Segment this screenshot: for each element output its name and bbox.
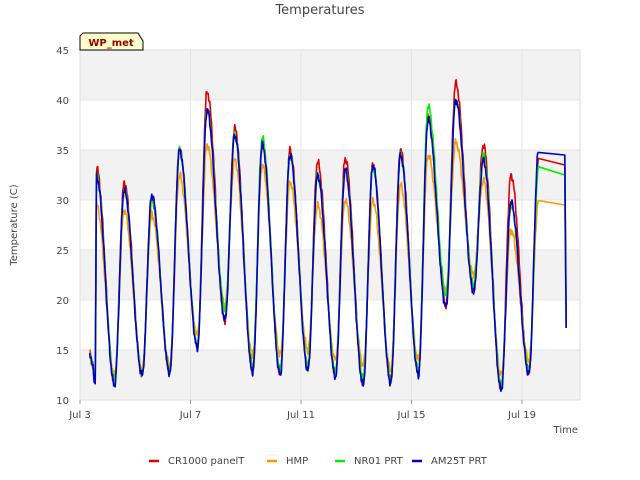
y-axis: 10 15 20 25 30 35 40 45 bbox=[56, 46, 69, 407]
y-tick-label: 30 bbox=[56, 196, 69, 207]
y-tick-label: 25 bbox=[56, 246, 69, 257]
legend-label: HMP bbox=[286, 456, 308, 467]
x-tick-label: Jul 3 bbox=[68, 410, 91, 421]
y-tick-label: 15 bbox=[56, 346, 69, 357]
plot-area bbox=[79, 49, 581, 401]
chart-title: Temperatures bbox=[274, 3, 364, 18]
series-layer bbox=[88, 79, 567, 392]
x-tick-label: Jul 11 bbox=[286, 410, 315, 421]
x-axis: Jul 3 Jul 7 Jul 11 Jul 15 Jul 19 bbox=[68, 400, 536, 421]
grid-band bbox=[80, 50, 580, 100]
legend: CR1000 panelT HMP NR01 PRT AM25T PRT bbox=[149, 456, 488, 467]
x-tick-label: Jul 19 bbox=[507, 410, 536, 421]
y-tick-label: 20 bbox=[56, 296, 69, 307]
legend-label: AM25T PRT bbox=[431, 456, 488, 467]
x-tick-label: Jul 7 bbox=[179, 410, 202, 421]
series-line-cr1000-panelt bbox=[88, 79, 567, 390]
x-tick-label: Jul 15 bbox=[397, 410, 426, 421]
site-badge: WP_met bbox=[79, 32, 144, 51]
badge-text: WP_met bbox=[88, 38, 134, 49]
grid-band bbox=[80, 250, 580, 300]
x-axis-label: Time bbox=[553, 425, 578, 436]
grid-band bbox=[80, 350, 580, 400]
badge-box bbox=[79, 32, 144, 51]
y-axis-label: Temperature (C) bbox=[9, 184, 20, 266]
series-line-nr01-prt bbox=[88, 98, 567, 387]
legend-label: CR1000 panelT bbox=[168, 456, 245, 467]
grid-band bbox=[80, 150, 580, 200]
y-tick-label: 45 bbox=[56, 46, 69, 57]
y-tick-label: 35 bbox=[56, 146, 69, 157]
legend-label: NR01 PRT bbox=[354, 456, 404, 467]
series-line-am25t-prt bbox=[88, 99, 567, 392]
y-tick-label: 10 bbox=[56, 396, 69, 407]
y-tick-label: 40 bbox=[56, 96, 69, 107]
